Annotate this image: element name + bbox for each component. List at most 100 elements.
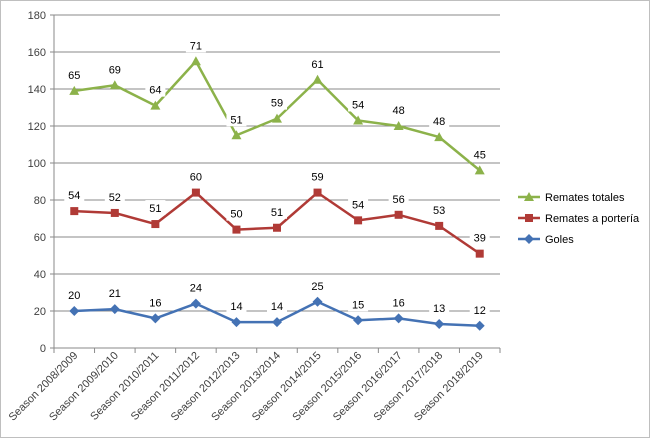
data-label: 24 — [190, 283, 202, 295]
data-point — [151, 220, 160, 229]
legend-label: Remates totales — [545, 192, 625, 204]
data-label: 39 — [474, 233, 486, 245]
data-point — [70, 207, 79, 216]
x-tick-label: Season 2012/2013 — [169, 350, 243, 424]
y-tick-label: 80 — [34, 195, 46, 207]
y-tick-label: 140 — [28, 84, 46, 96]
data-point — [474, 165, 485, 175]
data-label-bg — [429, 299, 450, 315]
data-label-bg — [185, 37, 206, 53]
data-label: 54 — [352, 99, 364, 111]
data-label-bg — [307, 55, 328, 71]
x-tick-label: Season 2008/2009 — [7, 350, 81, 424]
data-label-bg — [64, 287, 85, 302]
data-label: 71 — [190, 40, 202, 52]
data-point — [272, 317, 282, 328]
x-tick-label: Season 2011/2012 — [129, 350, 202, 423]
data-point — [273, 223, 281, 232]
data-label: 60 — [190, 172, 202, 184]
legend-marker — [524, 192, 534, 201]
y-tick-label: 20 — [34, 306, 46, 318]
y-tick-label: 160 — [28, 47, 46, 59]
data-label-bg — [185, 168, 206, 184]
data-label-bg — [145, 81, 166, 97]
data-label: 13 — [433, 303, 445, 315]
data-label-bg — [388, 102, 409, 117]
legend-label: Goles — [545, 234, 574, 246]
data-point — [109, 80, 120, 90]
data-label-bg — [145, 200, 166, 216]
data-label-bg — [185, 279, 206, 295]
data-label: 64 — [149, 85, 161, 97]
data-point — [110, 208, 119, 217]
data-point — [312, 74, 323, 84]
data-label: 65 — [68, 70, 80, 82]
data-label: 50 — [230, 209, 242, 221]
data-label: 20 — [68, 290, 80, 302]
data-label: 61 — [311, 59, 323, 71]
data-label-bg — [226, 205, 247, 221]
data-label-bg — [388, 294, 409, 310]
data-label: 21 — [109, 288, 121, 300]
data-label: 51 — [149, 203, 161, 215]
data-label-bg — [469, 301, 490, 317]
data-label-bg — [104, 285, 125, 301]
data-point — [353, 115, 364, 125]
data-label-bg — [388, 190, 409, 206]
data-point — [190, 56, 201, 66]
data-point — [394, 210, 403, 219]
y-tick-label: 120 — [28, 121, 46, 133]
data-point — [312, 296, 323, 307]
data-label-bg — [348, 196, 369, 212]
y-tick-label: 40 — [34, 269, 46, 281]
data-label: 54 — [68, 190, 80, 202]
data-label: 69 — [109, 64, 121, 76]
data-label-bg — [145, 294, 166, 310]
legend-marker — [525, 214, 533, 222]
data-point — [109, 304, 120, 315]
data-point — [191, 188, 200, 197]
data-label-bg — [429, 201, 450, 217]
x-tick-label: Season 2014/2015 — [250, 350, 324, 424]
data-label-bg — [226, 298, 247, 314]
data-label: 25 — [311, 281, 323, 293]
data-label: 45 — [474, 149, 486, 161]
data-label: 59 — [311, 172, 323, 184]
data-point — [434, 318, 445, 329]
data-label: 12 — [474, 305, 486, 317]
data-label: 51 — [230, 114, 242, 126]
legend-label: Remates a portería — [545, 213, 640, 225]
legend-marker — [524, 234, 534, 244]
x-tick-label: Season 2013/2014 — [209, 350, 283, 424]
data-label: 16 — [149, 297, 161, 309]
data-point — [190, 298, 201, 309]
data-label-bg — [348, 296, 369, 312]
data-label: 15 — [352, 299, 364, 311]
data-label-bg — [226, 111, 247, 127]
data-point — [232, 225, 241, 234]
data-label: 54 — [352, 199, 364, 211]
data-point — [231, 130, 242, 140]
data-point — [435, 221, 444, 230]
y-tick-label: 100 — [28, 158, 46, 170]
data-label-bg — [64, 66, 85, 82]
data-label: 48 — [433, 116, 445, 128]
data-label-bg — [469, 146, 490, 162]
data-label-bg — [307, 277, 328, 293]
data-point — [150, 100, 161, 110]
data-label-bg — [469, 229, 490, 245]
y-tick-label: 180 — [28, 10, 46, 22]
data-point — [150, 313, 161, 324]
x-tick-label: Season 2010/2011 — [88, 350, 161, 423]
data-label: 52 — [109, 192, 121, 204]
data-label: 51 — [271, 207, 283, 219]
y-tick-label: 0 — [40, 343, 46, 355]
data-label-bg — [267, 203, 287, 219]
data-point — [313, 188, 322, 197]
data-point — [272, 113, 282, 123]
data-label: 14 — [230, 301, 242, 313]
data-point — [69, 306, 80, 316]
data-label-bg — [267, 94, 287, 110]
x-tick-label: Season 2017/2018 — [371, 350, 445, 424]
